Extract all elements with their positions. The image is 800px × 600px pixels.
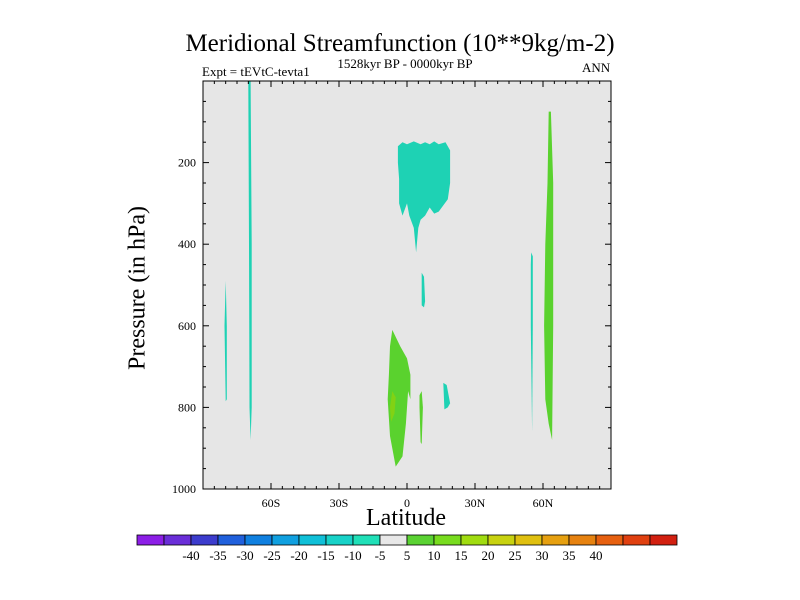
colorbar-swatch — [325, 534, 354, 546]
colorbar-label: 30 — [536, 548, 549, 563]
colorbar-label: -5 — [375, 548, 386, 563]
contour-region-10 — [544, 111, 554, 440]
colorbar-swatch — [595, 534, 624, 546]
contour-region-2 — [248, 81, 252, 440]
contour-region-9 — [419, 391, 423, 445]
colorbar-swatch — [190, 534, 219, 546]
y-tick-label: 200 — [178, 156, 196, 170]
colorbar-label: 35 — [563, 548, 576, 563]
colorbar-swatch — [298, 534, 327, 546]
contour-region-4 — [421, 272, 426, 308]
season-label: ANN — [582, 60, 611, 75]
colorbar-swatch — [541, 534, 570, 546]
colorbar-swatch — [406, 534, 435, 546]
colorbar-swatch — [136, 534, 165, 546]
y-tick-label: 400 — [178, 237, 196, 251]
colorbar-swatch — [163, 534, 192, 546]
contour-region-1 — [224, 280, 227, 402]
contour-region-7 — [387, 329, 411, 467]
colorbar-swatch — [244, 534, 273, 546]
colorbar-label: -25 — [263, 548, 280, 563]
colorbar-label: 40 — [590, 548, 603, 563]
y-axis-ticks: 200 400 600 800 1000 — [172, 80, 611, 496]
x-axis-ticks: 60S 30S 0 30N 60N — [202, 81, 612, 510]
contour-regions — [224, 81, 554, 467]
colorbar-swatch — [514, 534, 543, 546]
colorbar-label: -30 — [236, 548, 253, 563]
colorbar: -40 -35 -30 -25 -20 -15 -10 -5 5 10 15 20 25 30 35 40 — [136, 534, 678, 563]
colorbar-label: 10 — [428, 548, 441, 563]
y-axis-label: Pressure (in hPa) — [124, 206, 151, 370]
y-tick-label: 600 — [178, 319, 196, 333]
colorbar-swatch — [217, 534, 246, 546]
y-tick-label: 1000 — [172, 482, 196, 496]
colorbar-label: -40 — [182, 548, 199, 563]
x-axis-label: Latitude — [366, 505, 446, 531]
colorbar-swatch — [622, 534, 651, 546]
colorbar-label: 25 — [509, 548, 522, 563]
contour-region-8 — [390, 391, 396, 422]
x-tick-label: 30N — [465, 496, 486, 510]
experiment-label: Expt = tEVtC-tevta1 — [202, 64, 310, 79]
colorbar-swatch — [433, 534, 462, 546]
y-tick-label: 800 — [178, 400, 196, 414]
x-tick-label: 0 — [404, 496, 410, 510]
chart-title: Meridional Streamfunction (10**9kg/m-2) — [185, 30, 615, 57]
x-tick-label: 60S — [262, 496, 281, 510]
contour-region-6 — [530, 252, 533, 432]
colorbar-label: -15 — [317, 548, 334, 563]
colorbar-label: -10 — [344, 548, 361, 563]
colorbar-swatch — [568, 534, 597, 546]
colorbar-swatch — [649, 534, 678, 546]
colorbar-label: 5 — [404, 548, 411, 563]
colorbar-label: -20 — [290, 548, 307, 563]
colorbar-label: 20 — [482, 548, 495, 563]
colorbar-swatch — [460, 534, 489, 546]
colorbar-swatch — [487, 534, 516, 546]
colorbar-swatch — [352, 534, 381, 546]
colorbar-swatch — [379, 534, 408, 546]
colorbar-swatch — [271, 534, 300, 546]
contour-region-5 — [443, 382, 451, 410]
x-tick-label: 60N — [533, 496, 554, 510]
colorbar-label: 15 — [455, 548, 468, 563]
x-tick-label: 30S — [330, 496, 349, 510]
contour-region-3 — [397, 141, 451, 253]
date-range-label: 1528kyr BP - 0000kyr BP — [337, 56, 473, 71]
colorbar-label: -35 — [209, 548, 226, 563]
